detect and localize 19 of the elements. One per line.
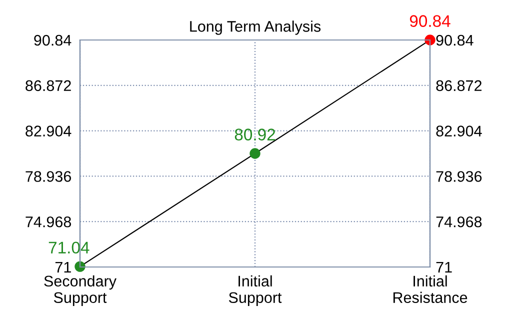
data-label: 90.84 — [410, 15, 450, 27]
point — [250, 148, 260, 159]
y-tick-label: 78.936 — [26, 171, 71, 182]
y-tick-label: 74.968 — [26, 216, 72, 228]
chart-title: Long Term Analysis — [190, 20, 321, 35]
y2-tick-label: 90.84 — [436, 34, 474, 46]
y-tick-label: 86.872 — [26, 80, 71, 92]
y2-tick-label: 82.904 — [436, 126, 482, 136]
y2-tick-label: 74.968 — [436, 216, 482, 228]
y2-tick-label: 86.872 — [436, 80, 482, 92]
y-tick-label: 82.904 — [26, 126, 72, 136]
x-tick-label: Initial Resistance — [393, 275, 468, 304]
y2-tick-label: 78.936 — [436, 171, 482, 182]
y2-tick-label: 71 — [436, 262, 452, 273]
y-tick-label: 90.84 — [34, 34, 72, 46]
x-tick-label: Initial Support — [228, 275, 282, 306]
y-tick-label: 71 — [55, 262, 71, 273]
data-label: 80.92 — [234, 128, 276, 140]
x-tick-label: Secondary Support — [44, 275, 116, 306]
